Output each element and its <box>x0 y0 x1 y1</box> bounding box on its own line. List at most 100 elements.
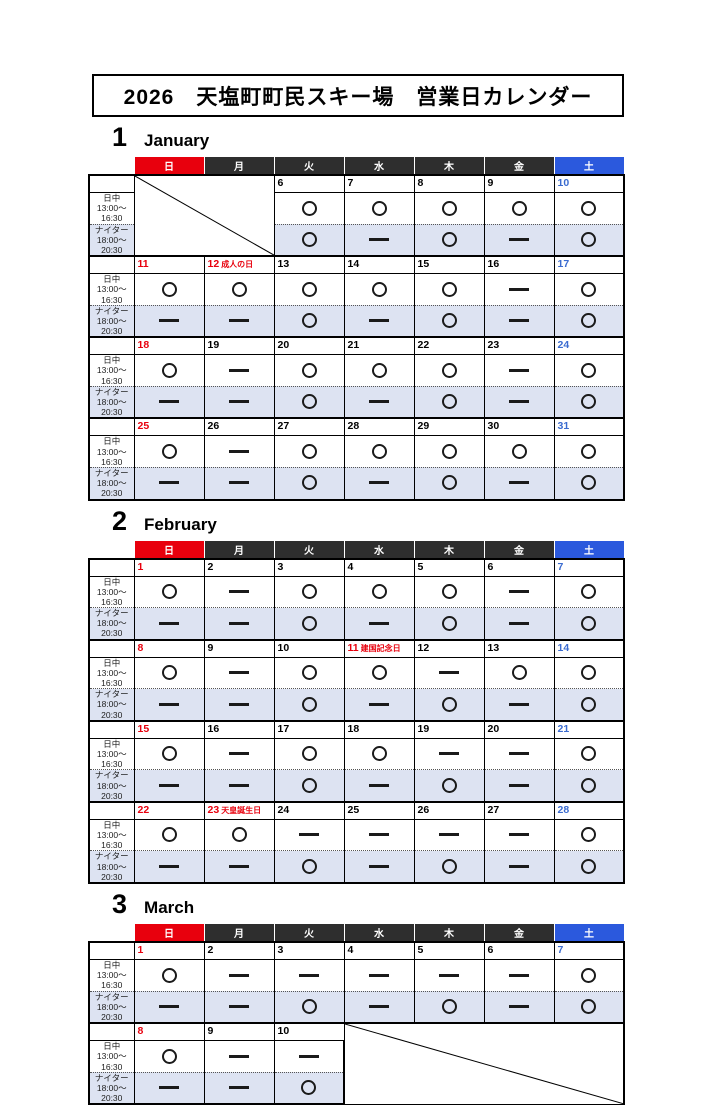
day-time-from: 13:00～ <box>96 586 127 597</box>
daytime-row: 日中 13:00～ 16:30 <box>88 737 625 771</box>
closed-dash-mark <box>369 702 389 706</box>
date-cell: 17 <box>273 719 345 739</box>
night-time-from: 18:00～ <box>96 1001 127 1012</box>
daytime-status-cell <box>203 273 275 306</box>
diagonal-line <box>135 176 274 255</box>
closed-dash-mark <box>159 864 179 868</box>
date-cell: 20 <box>273 336 345 356</box>
date-number: 6 <box>277 177 284 189</box>
date-cell: 26 <box>413 800 485 820</box>
day-time-from: 13:00～ <box>96 365 127 376</box>
closed-dash-mark <box>509 833 529 837</box>
open-circle-mark <box>441 281 457 297</box>
closed-dash-mark <box>229 973 249 977</box>
open-circle-mark <box>301 999 317 1015</box>
weekday-header-sun-0: 日 <box>133 156 205 176</box>
night-status-cell <box>273 385 345 419</box>
open-circle-mark <box>301 281 317 297</box>
weekday-header-wd-2: 火 <box>273 923 345 943</box>
date-number: 21 <box>347 339 360 352</box>
open-circle-mark <box>581 281 597 297</box>
closed-dash-mark <box>509 621 529 625</box>
weekday-header-row: 日月火水木金土 <box>89 539 625 559</box>
night-status-cell <box>553 990 625 1024</box>
open-circle-mark <box>161 967 177 983</box>
open-circle-mark <box>301 394 317 410</box>
date-number: 8 <box>137 641 144 654</box>
day-time-from: 13:00～ <box>96 748 127 759</box>
date-cell: 25 <box>343 800 415 820</box>
date-number: 9 <box>207 1025 214 1038</box>
date-cell: 19 <box>203 336 275 356</box>
night-status-cell <box>483 990 555 1024</box>
date-number: 6 <box>487 560 494 573</box>
daytime-row: 日中 13:00～ 16:30 <box>88 435 625 468</box>
daytime-status-cell <box>483 818 555 852</box>
daytime-status-cell <box>133 273 205 306</box>
night-time-to: 20:30 <box>101 244 123 255</box>
day-row-label: 日中 13:00～ 16:30 <box>88 737 135 771</box>
daytime-status-cell <box>273 575 345 609</box>
daytime-status-cell <box>413 273 485 306</box>
day-time-from: 13:00～ <box>96 970 127 981</box>
daytime-status-cell <box>203 575 275 609</box>
date-cell: 9 <box>203 638 275 658</box>
night-time-to: 20:30 <box>101 628 123 639</box>
weekday-header-wd-4: 木 <box>413 539 485 559</box>
holiday-label: 成人の日 <box>221 260 254 270</box>
date-cell: 3 <box>273 941 345 960</box>
open-circle-mark <box>301 777 317 793</box>
night-status-cell <box>133 688 205 722</box>
date-cell: 24 <box>553 336 625 356</box>
night-status-cell <box>413 990 485 1024</box>
date-number: 11 <box>347 641 359 654</box>
label-spacer <box>88 1022 135 1042</box>
weekday-header-row: 日月火水木金土 <box>89 923 625 943</box>
open-circle-mark <box>511 200 527 216</box>
night-label-name: ナイター <box>94 305 129 316</box>
closed-dash-mark <box>229 449 249 453</box>
night-status-cell <box>203 688 275 722</box>
date-number: 4 <box>347 944 354 956</box>
date-row: 8 9 10 <box>88 1022 625 1105</box>
open-circle-mark <box>441 313 457 329</box>
night-status-cell <box>343 466 415 501</box>
day-time-to: 16:30 <box>101 840 123 851</box>
day-time-to: 16:30 <box>101 678 123 688</box>
daytime-status-cell <box>273 435 345 468</box>
day-time-to: 16:30 <box>101 375 123 386</box>
holiday-label: 建国記念日 <box>360 643 401 653</box>
date-number: 18 <box>137 339 150 352</box>
date-cell: 28 <box>553 800 625 820</box>
closed-dash-mark <box>229 702 249 706</box>
header-spacer <box>89 923 134 942</box>
daytime-row: 日中 13:00～ 16:30 <box>88 273 625 306</box>
night-time-from: 18:00～ <box>96 397 127 407</box>
night-status-cell <box>273 688 345 722</box>
date-cell: 24 <box>273 800 345 820</box>
open-circle-mark <box>301 696 317 712</box>
night-label-name: ナイター <box>94 991 129 1002</box>
open-circle-mark <box>161 827 177 843</box>
date-cell: 22 <box>413 336 485 356</box>
daytime-status-cell <box>133 656 205 690</box>
daytime-status-cell <box>553 818 625 852</box>
weekday-header-wd-4: 木 <box>413 156 485 176</box>
date-number: 7 <box>557 560 564 573</box>
closed-dash-mark <box>509 400 529 404</box>
open-circle-mark <box>581 827 597 843</box>
night-time-to: 20:30 <box>101 709 123 720</box>
daytime-status-cell <box>413 192 485 225</box>
date-cell: 14 <box>343 255 415 275</box>
date-row: 18 19 20 21 22 23 24 <box>88 336 625 356</box>
weekday-header-sat-6: 土 <box>553 156 625 176</box>
night-status-cell <box>133 385 205 419</box>
month-number: 1 <box>112 122 128 152</box>
date-number: 30 <box>487 420 500 433</box>
month-section-january: 1 January 日月火水木金土 6 7 8 9 10 日中 13:00～ 16:30 ナイター 18… <box>0 124 710 501</box>
open-circle-mark <box>231 281 247 297</box>
open-circle-mark <box>581 200 597 216</box>
date-number: 21 <box>557 722 570 735</box>
date-row: 15 16 17 18 19 20 21 <box>88 719 625 739</box>
label-spacer <box>88 800 135 820</box>
